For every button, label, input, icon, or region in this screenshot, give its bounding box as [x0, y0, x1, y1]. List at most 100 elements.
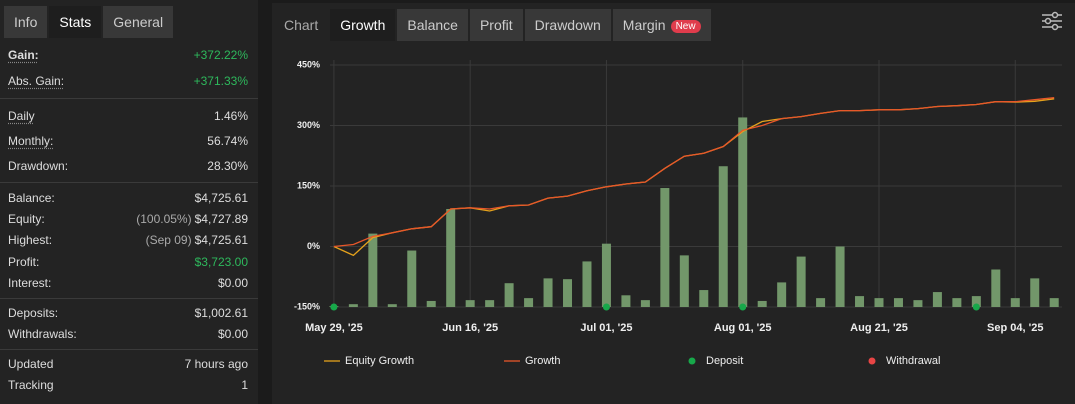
bar: [465, 300, 475, 307]
stat-value-wrap: $0.00: [218, 327, 248, 341]
bar: [543, 278, 553, 307]
chart-tabs: Chart Growth Balance Profit Drawdown Margin Ne…: [274, 3, 711, 41]
stat-row: Drawdown: 28.30%: [8, 153, 248, 178]
tab[interactable]: Chart: [274, 9, 328, 41]
bar: [718, 166, 728, 307]
bar: [699, 290, 709, 307]
stat-label: Abs. Gain:: [8, 74, 65, 88]
bar: [971, 296, 981, 307]
legend-swatch: [868, 357, 876, 365]
tab[interactable]: Drawdown: [524, 9, 611, 41]
x-tick-label: Sep 04, '25: [987, 322, 1043, 334]
bar: [777, 282, 787, 307]
stat-row: Balance: $4,725.61: [8, 187, 248, 208]
tab[interactable]: Info: [4, 6, 48, 38]
stat-value: +372.22%: [193, 48, 248, 62]
tab-label: General: [113, 14, 164, 30]
stat-value-wrap: $4,725.61: [195, 191, 248, 205]
bar: [932, 292, 942, 307]
legend-label: Equity Growth: [345, 355, 414, 367]
bar: [446, 208, 456, 307]
bar: [835, 246, 845, 307]
stats-tabs: Info Stats General: [4, 0, 174, 38]
bar: [1049, 298, 1059, 307]
bar: [368, 233, 378, 307]
stat-value-wrap: 56.74%: [207, 134, 248, 148]
x-tick-label: Aug 01, '25: [714, 322, 772, 334]
bar: [796, 256, 806, 307]
line: [333, 98, 1055, 257]
marker: [739, 303, 747, 311]
y-tick-label: 150%: [297, 180, 320, 190]
stat-label: Updated: [8, 357, 54, 371]
stat-row: Gain: +372.22%: [8, 42, 248, 68]
stat-label: Withdrawals:: [8, 327, 77, 341]
bar: [757, 300, 767, 307]
stat-label: Tracking: [8, 378, 54, 392]
stat-label: Deposits:: [8, 306, 59, 320]
stat-value: $4,725.61: [194, 233, 248, 248]
stat-value-wrap: $0.00: [218, 276, 248, 290]
stat-value: 28.30%: [207, 158, 248, 173]
stat-value-wrap: 28.30%: [207, 159, 248, 173]
y-tick-label: -150%: [294, 301, 320, 311]
stat-value-wrap: +371.33%: [194, 74, 248, 88]
tab[interactable]: Growth: [330, 9, 396, 41]
stat-row: Profit: $3,723.00: [8, 251, 248, 272]
stat-label: Drawdown:: [8, 158, 69, 173]
stat-label: Monthly:: [8, 133, 54, 148]
tab[interactable]: Stats: [49, 6, 102, 38]
stat-label: Gain:: [8, 48, 39, 62]
stat-row: Interest: $0.00: [8, 272, 248, 293]
stat-row: Withdrawals: $0.00: [8, 324, 248, 345]
bar: [407, 250, 417, 307]
bar: [679, 255, 689, 307]
stat-value-wrap: (100.05%) $4,727.89: [136, 212, 248, 226]
stat-row: Abs. Gain: +371.33%: [8, 68, 248, 94]
line: [333, 97, 1055, 248]
tab[interactable]: Profit: [469, 9, 523, 41]
x-tick-label: Jul 01, '25: [580, 322, 632, 334]
divider: [0, 182, 258, 183]
bar: [504, 283, 514, 307]
stat-row: Updated 7 hours ago: [8, 354, 248, 375]
bar: [991, 269, 1001, 307]
bar: [660, 188, 670, 307]
stat-label: Profit:: [8, 254, 40, 269]
marker: [330, 303, 338, 311]
stat-row: Deposits: $1,002.61: [8, 303, 248, 324]
legend-label: Growth: [525, 355, 560, 367]
y-tick-label: 300%: [297, 120, 320, 130]
bar: [485, 300, 495, 307]
settings-icon[interactable]: [1040, 9, 1064, 33]
stat-value-wrap: +372.22%: [194, 48, 248, 62]
stat-label: Daily: [8, 108, 35, 123]
stat-row: Daily 1.46%: [8, 103, 248, 128]
stat-row: Tracking 1: [8, 375, 248, 396]
tab[interactable]: Balance: [397, 9, 468, 41]
stat-value-wrap: $1,002.61: [195, 306, 248, 320]
marker: [972, 303, 980, 311]
stat-row: Highest: (Sep 09) $4,725.61: [8, 230, 248, 251]
x-tick-label: May 29, '25: [305, 322, 363, 334]
tab-label: Info: [14, 14, 38, 30]
stats-panel: Info Stats General Gain: +372.22% Abs. Gain:…: [0, 0, 258, 404]
divider: [0, 348, 258, 350]
stat-value: $4,727.89: [194, 211, 248, 226]
bar: [952, 298, 962, 307]
tab-label: Profit: [479, 17, 513, 33]
y-tick-label: 0%: [307, 241, 320, 251]
bar: [426, 300, 436, 307]
tab-label: Margin: [622, 17, 666, 33]
bar: [524, 298, 534, 307]
x-tick-label: Jun 16, '25: [442, 322, 498, 334]
divider: [0, 98, 258, 99]
tab-label: Stats: [59, 14, 92, 30]
bar: [738, 117, 748, 307]
bar: [913, 300, 923, 307]
tab[interactable]: General: [103, 6, 174, 38]
tab-badge: New: [670, 20, 701, 33]
stat-label: Balance:: [8, 190, 55, 205]
tab[interactable]: Margin New: [612, 9, 711, 41]
